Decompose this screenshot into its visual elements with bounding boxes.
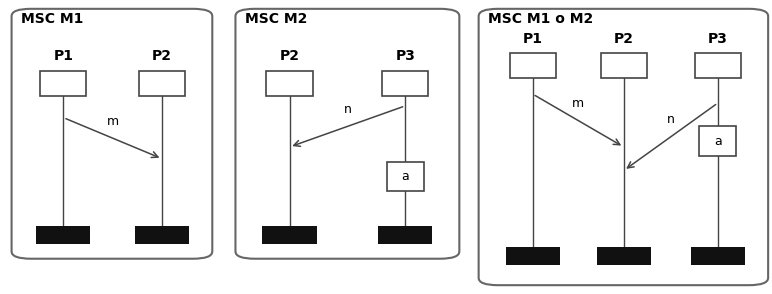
Text: P1: P1 (523, 31, 543, 46)
Bar (36, 226, 90, 244)
Text: MSC M1: MSC M1 (21, 12, 83, 26)
Text: MSC M1 o M2: MSC M1 o M2 (488, 12, 593, 26)
Text: P3: P3 (708, 31, 728, 46)
Text: a: a (401, 170, 409, 183)
Bar (139, 71, 185, 96)
Text: P2: P2 (279, 49, 300, 63)
Bar (506, 247, 560, 265)
Text: P1: P1 (53, 49, 73, 63)
Bar (382, 71, 428, 96)
Bar (387, 162, 424, 191)
Bar (262, 226, 317, 244)
Bar (378, 226, 432, 244)
Bar (40, 71, 86, 96)
Bar (691, 247, 745, 265)
Text: P2: P2 (614, 31, 634, 46)
Text: n: n (667, 113, 675, 126)
Text: m: m (107, 115, 119, 128)
Bar (695, 53, 741, 78)
Bar (597, 247, 651, 265)
Text: a: a (714, 135, 722, 148)
Text: P3: P3 (395, 49, 415, 63)
Text: P2: P2 (152, 49, 172, 63)
Bar (266, 71, 313, 96)
Text: n: n (344, 103, 351, 116)
Text: MSC M2: MSC M2 (245, 12, 307, 26)
Text: m: m (572, 97, 584, 110)
Bar (699, 126, 736, 156)
Bar (601, 53, 647, 78)
Bar (135, 226, 189, 244)
Bar (510, 53, 556, 78)
